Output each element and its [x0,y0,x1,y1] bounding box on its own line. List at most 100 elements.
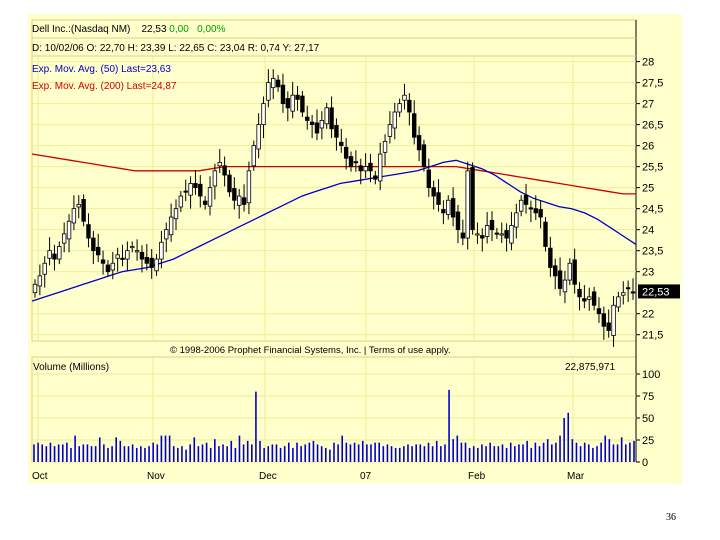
candle-body [436,192,441,205]
candle-body [421,144,427,168]
candle-body [625,287,631,290]
candle-body [450,198,456,218]
candle-body [518,199,524,212]
candle-body [480,235,485,239]
candle-body [562,279,568,293]
candle-body [37,275,43,287]
candle-body [66,220,72,240]
candle-body [305,116,310,121]
candle-body [130,246,135,249]
candle-body [251,145,256,167]
candle-body [504,230,509,239]
candle-body [236,195,242,206]
x-tick-label: Nov [147,471,165,482]
candle-body [621,292,626,296]
candle-body [460,232,466,239]
candle-body [470,167,475,231]
price-tick-label: 27,5 [642,78,663,90]
candle-body [57,246,62,260]
candle-body [115,254,120,259]
volume-tick-label: 100 [642,369,660,381]
ma200-line [31,153,636,195]
candle-body [587,296,592,300]
price-tick-label: 25,5 [642,162,663,174]
price-tick-label: 22 [642,309,654,321]
candle-body [76,204,81,208]
candle-body [154,258,159,272]
candle-body [582,298,587,302]
candle-body [630,291,636,294]
price-tick-label: 25 [642,183,654,195]
candle-body [295,94,300,100]
candle-body [475,233,480,236]
candle-body [572,259,577,285]
candle-body [557,270,563,289]
candle-body [61,233,67,244]
candle-body [81,199,86,222]
ticker-name: Dell Inc.:(Nasdaq NM) [32,24,131,35]
price-change: 0,00 [169,24,189,35]
candle-body [407,99,412,113]
candle-body [548,247,553,268]
candle-body [528,207,534,210]
candle-body [387,124,393,137]
candle-body [280,84,286,105]
candle-body [339,141,344,147]
candle-body [202,200,208,205]
candle-body [256,124,261,150]
volume-tick-label: 0 [642,457,648,469]
candle-body [32,283,38,294]
price-tick-label: 24,5 [642,204,663,216]
copyright-link[interactable]: © 1998-2006 Prophet Financial Systems, I… [170,345,451,356]
candle-body [373,175,378,180]
page-number: 36 [666,512,676,523]
candle-body [412,113,417,138]
candle-body [159,241,164,260]
candle-body [606,322,611,331]
candle-body [441,209,446,214]
candle-body [232,188,237,201]
candle-body [144,256,150,264]
ma200-legend: Exp. Mov. Avg. (200) Last=24,87 [32,81,177,92]
candle-body [363,166,368,172]
candle-body [616,296,621,308]
price-tick-label: 27 [642,99,654,111]
candle-body [52,253,57,260]
candle-body [329,107,334,130]
candle-body [319,120,325,129]
candle-body [538,209,543,218]
candle-body [596,308,602,315]
candle-body [392,111,397,129]
candle-body [334,125,339,138]
price-tick-label: 21,5 [642,330,663,342]
candle-body [382,141,388,153]
candle-body [314,122,320,134]
candle-body [533,208,538,214]
candle-body [173,208,179,220]
last-price-box [638,284,680,299]
candle-body [266,82,271,101]
candle-body [426,169,432,189]
candle-body [484,225,490,237]
candle-body [494,232,500,235]
candle-body [509,225,514,244]
last-price: 22,53 [141,24,167,35]
candle-body [601,313,607,327]
candle-body [567,262,572,281]
candle-body [377,153,383,182]
price-tick-label: 23,5 [642,246,663,258]
price-tick-label: 26,5 [642,120,663,132]
candle-body [96,246,101,256]
price-tick-label: 24 [642,225,654,237]
candle-body [455,211,461,231]
candle-body [514,212,519,228]
candle-body [397,103,402,113]
x-tick-label: Oct [32,471,48,482]
price-change-pct: 0,00% [197,24,226,35]
candle-body [611,304,616,336]
candle-body [227,174,232,193]
candle-body [275,79,281,88]
candle-body [358,165,363,172]
candle-body [499,233,504,236]
candle-body [241,197,247,205]
